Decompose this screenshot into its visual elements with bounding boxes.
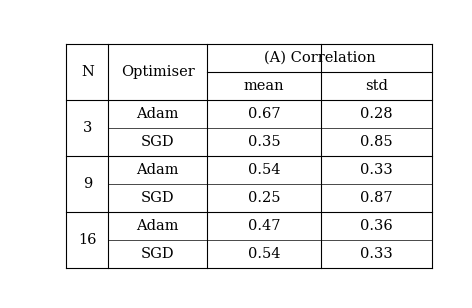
Text: 16: 16 bbox=[78, 233, 97, 247]
Text: 0.33: 0.33 bbox=[360, 163, 393, 177]
Text: 0.54: 0.54 bbox=[248, 247, 280, 261]
Text: Optimiser: Optimiser bbox=[121, 65, 194, 79]
Text: Adam: Adam bbox=[136, 107, 179, 121]
Text: (A) Correlation: (A) Correlation bbox=[264, 51, 376, 65]
Text: 0.33: 0.33 bbox=[360, 247, 393, 261]
Text: 0.54: 0.54 bbox=[248, 163, 280, 177]
Text: std: std bbox=[365, 79, 388, 93]
Text: 0.28: 0.28 bbox=[360, 107, 393, 121]
Text: SGD: SGD bbox=[141, 247, 175, 261]
Text: 0.85: 0.85 bbox=[360, 135, 393, 149]
Text: N: N bbox=[81, 65, 94, 79]
Text: 0.47: 0.47 bbox=[248, 219, 280, 233]
Text: SGD: SGD bbox=[141, 191, 175, 205]
Text: 9: 9 bbox=[83, 177, 92, 191]
Text: 0.87: 0.87 bbox=[360, 191, 393, 205]
Text: SGD: SGD bbox=[141, 135, 175, 149]
Text: Adam: Adam bbox=[136, 163, 179, 177]
Text: 0.25: 0.25 bbox=[248, 191, 280, 205]
Text: 0.36: 0.36 bbox=[360, 219, 393, 233]
Text: 3: 3 bbox=[83, 121, 92, 135]
Text: mean: mean bbox=[244, 79, 284, 93]
Text: 0.35: 0.35 bbox=[247, 135, 280, 149]
Text: Adam: Adam bbox=[136, 219, 179, 233]
Text: 0.67: 0.67 bbox=[247, 107, 280, 121]
